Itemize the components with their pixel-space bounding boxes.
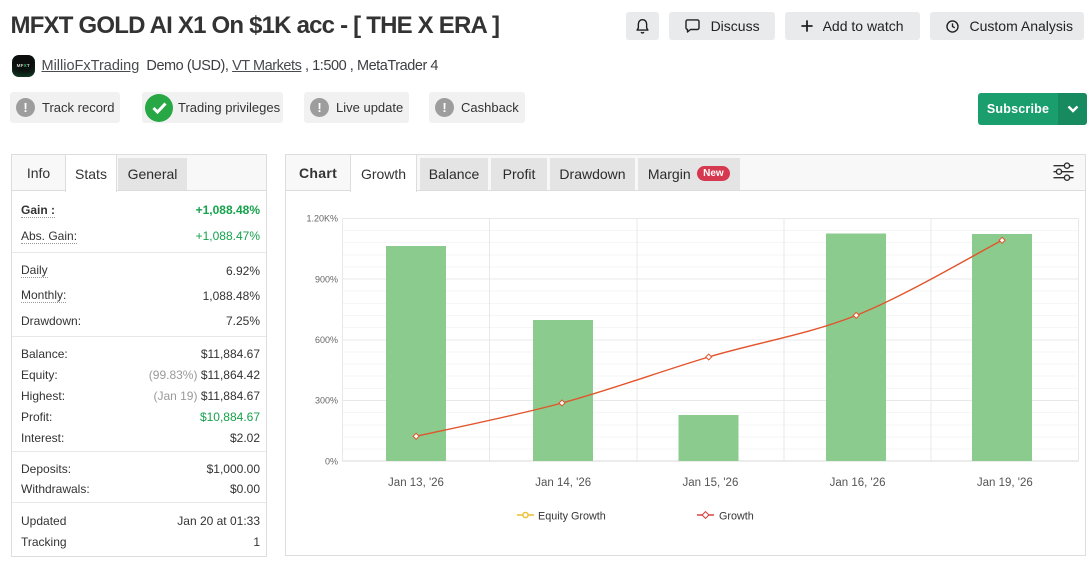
svg-text:Growth: Growth bbox=[719, 511, 754, 523]
svg-text:0%: 0% bbox=[325, 456, 338, 466]
svg-text:900%: 900% bbox=[315, 274, 338, 284]
svg-text:Jan 16, '26: Jan 16, '26 bbox=[830, 477, 886, 489]
svg-text:Equity Growth: Equity Growth bbox=[538, 511, 606, 523]
svg-text:Jan 14, '26: Jan 14, '26 bbox=[535, 477, 591, 489]
svg-text:1.20K%: 1.20K% bbox=[306, 214, 338, 224]
svg-text:Jan 19, '26: Jan 19, '26 bbox=[977, 477, 1033, 489]
svg-text:600%: 600% bbox=[315, 335, 338, 345]
svg-text:Jan 15, '26: Jan 15, '26 bbox=[682, 477, 738, 489]
svg-text:Jan 13, '26: Jan 13, '26 bbox=[388, 477, 444, 489]
svg-text:300%: 300% bbox=[315, 396, 338, 406]
